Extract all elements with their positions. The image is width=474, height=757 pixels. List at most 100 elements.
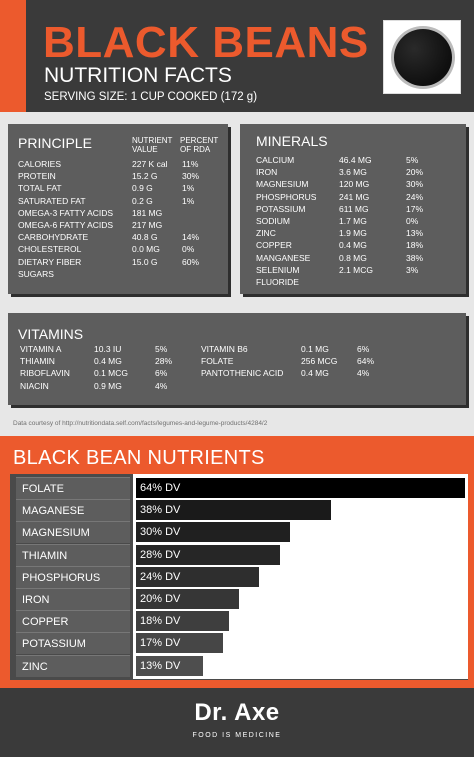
vitamins-panel: VITAMINS VITAMIN A 10.3 IU 5% THIAMIN 0.4 MG… [8, 313, 466, 405]
nutrient-bar-label: 64% DV [140, 482, 181, 494]
mineral-rda: 13% [406, 228, 424, 239]
principle-nutrient-name: CARBOHYDRATE [18, 232, 89, 243]
principle-panel: PRINCIPLE NUTRIENT VALUE PERCENT OF RDA … [8, 124, 228, 294]
principle-nutrient-value: 40.8 G [132, 232, 158, 243]
mineral-name: POTASSIUM [256, 203, 306, 214]
mineral-rda: 5% [406, 155, 419, 165]
mineral-name: COPPER [256, 240, 292, 251]
percent-rda-header-line1: PERCENT [180, 136, 219, 145]
mineral-value: 1.9 MG [339, 228, 367, 239]
principle-nutrient-rda: 14% [182, 232, 200, 243]
nutrient-bar-label: 28% DV [140, 548, 181, 561]
principle-nutrient-name: CALORIES [18, 159, 61, 169]
principle-nutrient-value: 15.0 G [132, 256, 158, 267]
nutrient-bar-label: 38% DV [140, 504, 181, 517]
mineral-name: CALCIUM [256, 155, 295, 165]
nutrient-label-row: POTASSIUM [16, 632, 130, 655]
vitamin-name: PANTOTHENIC ACID [201, 368, 284, 379]
vitamin-rda: 64% [357, 356, 375, 367]
mineral-rda: 24% [406, 191, 424, 202]
vitamin-value: 256 MCG [301, 356, 338, 367]
nutrients-chart-title: BLACK BEAN NUTRIENTS [13, 447, 265, 469]
vitamin-rda: 6% [357, 344, 370, 354]
nutrient-bars: 64% DV 38% DV 30% DV 28% DV 24% DV 20% DV 18% … [133, 474, 468, 679]
principle-nutrient-rda: 0% [182, 244, 195, 255]
nutrient-value-header-line1: NUTRIENT [132, 136, 173, 145]
nutrient-label-row: THIAMIN [16, 543, 130, 566]
bowl-of-beans-image [391, 26, 455, 89]
principle-nutrient-rda: 11% [182, 159, 199, 169]
principle-nutrient-value: 0.2 G [132, 195, 153, 206]
nutrient-bar: 13% DV [136, 655, 203, 676]
principle-nutrient-rda: 30% [182, 171, 200, 182]
page-subtitle: NUTRITION FACTS [44, 64, 232, 87]
nutrient-label: FOLATE [22, 483, 64, 495]
minerals-panel: MINERALS CALCIUM 46.4 MG 5% IRON 3.6 MG 20% MA… [240, 124, 466, 294]
nutrient-label: MAGNESIUM [22, 527, 90, 540]
nutrient-bar: 30% DV [136, 522, 291, 543]
mineral-name: PHOSPHORUS [256, 191, 317, 202]
mineral-value: 3.6 MG [339, 167, 367, 178]
percent-rda-header: PERCENT OF RDA [180, 136, 218, 154]
nutrient-value-header-line2: VALUE [132, 145, 158, 154]
principle-nutrient-value: 15.2 G [132, 171, 158, 182]
vitamin-value: 0.4 MG [301, 368, 329, 379]
principle-nutrient-value: 227 K cal [132, 159, 168, 169]
principle-nutrient-name: SUGARS [18, 268, 54, 279]
vitamin-value: 0.4 MG [94, 356, 122, 367]
principle-nutrient-name: OMEGA-6 FATTY ACIDS [18, 220, 114, 230]
principle-heading: PRINCIPLE [18, 135, 92, 151]
nutrient-label-row: IRON [16, 588, 130, 610]
principle-nutrient-rda: 1% [182, 195, 195, 206]
black-beans-photo [383, 20, 461, 94]
nutrient-bar: 18% DV [136, 611, 229, 632]
nutrient-label: IRON [22, 594, 50, 606]
vitamin-name: FOLATE [201, 356, 234, 367]
nutrient-label: COPPER [22, 616, 69, 629]
nutrient-bar-label: 18% DV [140, 615, 181, 628]
mineral-name: MAGNESIUM [256, 179, 309, 190]
vitamin-value: 0.9 MG [94, 380, 122, 391]
nutrient-bar: 38% DV [136, 500, 332, 521]
mineral-rda: 30% [406, 179, 424, 190]
page-title: BLACK BEANS [43, 18, 369, 67]
principle-nutrient-value: 181 MG [132, 207, 163, 218]
nutrient-bar: 20% DV [136, 589, 239, 609]
vitamin-name: VITAMIN B6 [201, 344, 248, 354]
nutrient-bar: 64% DV [136, 478, 465, 498]
nutrient-label: POTASSIUM [22, 638, 86, 651]
principle-nutrient-name: TOTAL FAT [18, 183, 62, 194]
mineral-value: 0.4 MG [339, 240, 367, 251]
principle-nutrient-name: OMEGA-3 FATTY ACIDS [18, 207, 114, 218]
nutrient-label: ZINC [22, 660, 48, 673]
nutrient-label: PHOSPHORUS [22, 571, 101, 584]
footer [0, 688, 474, 757]
mineral-rda: 18% [406, 240, 424, 251]
mineral-value: 1.7 MG [339, 216, 367, 226]
vitamin-rda: 28% [155, 356, 173, 367]
vitamin-name: VITAMIN A [20, 344, 62, 354]
mineral-value: 0.8 MG [339, 252, 367, 263]
minerals-heading: MINERALS [256, 133, 328, 149]
data-source-note: Data courtesy of http://nutritiondata.se… [13, 420, 268, 427]
nutrient-bar-label: 17% DV [140, 637, 181, 650]
percent-rda-header-line2: OF RDA [180, 145, 211, 154]
mineral-rda: 17% [406, 203, 424, 214]
mineral-rda: 3% [406, 264, 419, 275]
nutrient-label-row: FOLATE [16, 477, 130, 499]
nutrient-bar: 17% DV [136, 633, 224, 654]
mineral-name: IRON [256, 167, 278, 178]
vitamin-name: NIACIN [20, 380, 49, 391]
vitamin-name: THIAMIN [20, 356, 55, 367]
brand-tagline: FOOD IS MEDICINE [192, 732, 282, 739]
principle-nutrient-name: DIETARY FIBER [18, 256, 82, 267]
mineral-rda: 0% [406, 216, 419, 226]
mineral-value: 120 MG [339, 179, 370, 190]
nutrient-label: THIAMIN [22, 549, 68, 562]
vitamin-rda: 5% [155, 344, 168, 354]
vitamin-rda: 6% [155, 368, 168, 379]
mineral-value: 611 MG [339, 203, 369, 214]
mineral-name: SELENIUM [256, 264, 300, 275]
nutrient-label-row: ZINC [16, 654, 130, 677]
mineral-name: ZINC [256, 228, 276, 239]
